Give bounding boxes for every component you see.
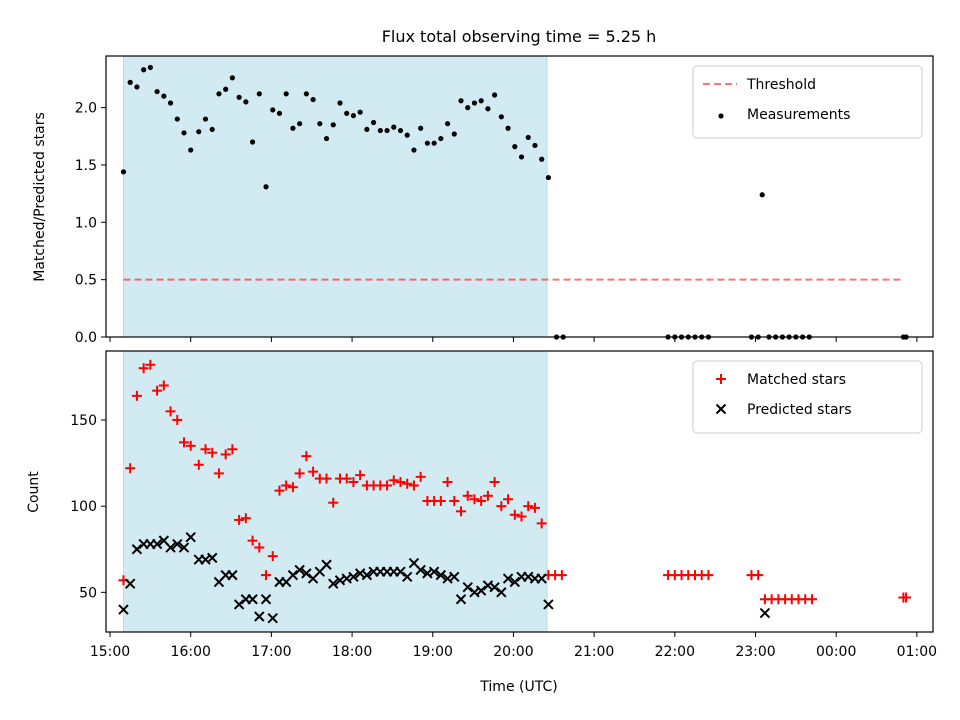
measurement-point — [371, 120, 376, 125]
measurement-point — [465, 105, 470, 110]
measurement-point — [532, 143, 537, 148]
xtick-label: 21:00 — [574, 644, 614, 660]
bottom-ylabel: Count — [26, 471, 42, 513]
measurement-point — [539, 157, 544, 162]
legend-label: Threshold — [746, 77, 816, 93]
measurement-point — [485, 106, 490, 111]
measurement-point — [546, 175, 551, 180]
measurement-point — [188, 147, 193, 152]
measurement-point — [270, 107, 275, 112]
xtick-label: 15:00 — [90, 644, 130, 660]
measurement-point — [351, 113, 356, 118]
measurement-point — [304, 91, 309, 96]
measurement-point — [472, 100, 477, 105]
xtick-label: 16:00 — [171, 644, 211, 660]
measurement-point — [223, 87, 228, 92]
measurement-point — [432, 141, 437, 146]
measurement-point — [175, 116, 180, 121]
measurement-point — [499, 114, 504, 119]
measurement-point — [290, 126, 295, 131]
measurement-point — [411, 147, 416, 152]
xtick-label: 20:00 — [493, 644, 533, 660]
measurement-point — [203, 116, 208, 121]
bottom-ytick-label: 50 — [79, 585, 97, 601]
measurement-point — [425, 141, 430, 146]
top-ytick-label: 0.0 — [75, 330, 97, 346]
measurement-point — [337, 100, 342, 105]
measurement-point — [445, 121, 450, 126]
measurement-point — [405, 133, 410, 138]
measurement-point — [331, 122, 336, 127]
measurement-point — [250, 139, 255, 144]
figure: Flux total observing time = 5.25 h Match… — [0, 0, 960, 720]
measurement-point — [364, 127, 369, 132]
measurement-point — [141, 67, 146, 72]
measurement-point — [384, 128, 389, 133]
xtick-label: 18:00 — [332, 644, 372, 660]
measurement-point — [148, 65, 153, 70]
measurement-point — [418, 126, 423, 131]
bottom-ytick-label: 100 — [70, 499, 97, 515]
measurement-point — [458, 98, 463, 103]
chart-title: Flux total observing time = 5.25 h — [382, 27, 657, 46]
measurement-point — [230, 75, 235, 80]
measurement-point — [284, 91, 289, 96]
bottom-ytick-label: 150 — [70, 413, 97, 429]
measurement-point — [310, 97, 315, 102]
measurement-point — [257, 91, 262, 96]
x-axis-label: Time (UTC) — [479, 679, 557, 695]
measurement-point — [168, 100, 173, 105]
measurement-point — [452, 131, 457, 136]
measurement-point — [512, 144, 517, 149]
top-ytick-label: 0.5 — [75, 273, 97, 289]
measurement-point — [378, 128, 383, 133]
measurement-point — [128, 80, 133, 85]
measurement-point — [324, 136, 329, 141]
xtick-label: 19:00 — [413, 644, 453, 660]
measurement-point — [519, 154, 524, 159]
xtick-label: 22:00 — [655, 644, 695, 660]
measurement-point — [344, 111, 349, 116]
measurement-point — [216, 91, 221, 96]
top-ytick-label: 1.5 — [75, 158, 97, 174]
top-shaded-interval — [123, 56, 547, 337]
measurement-point — [391, 125, 396, 130]
measurement-point — [358, 110, 363, 115]
xtick-label: 00:00 — [816, 644, 856, 660]
measurement-point — [161, 94, 166, 99]
measurement-point — [760, 192, 765, 197]
measurement-point — [492, 92, 497, 97]
legend-label: Predicted stars — [747, 402, 852, 418]
measurement-point — [154, 89, 159, 94]
xtick-label: 23:00 — [735, 644, 775, 660]
measurement-point — [398, 128, 403, 133]
measurement-point — [526, 135, 531, 140]
measurement-point — [121, 169, 126, 174]
measurement-point — [243, 99, 248, 104]
top-legend: Threshold Measurements — [693, 66, 922, 138]
top-ytick-label: 1.0 — [75, 215, 97, 231]
measurement-point — [181, 130, 186, 135]
legend-label: Measurements — [747, 107, 850, 123]
legend-label: Matched stars — [747, 372, 846, 388]
xtick-label: 17:00 — [251, 644, 291, 660]
top-ylabel: Matched/Predicted stars — [32, 112, 48, 282]
xtick-label: 01:00 — [897, 644, 937, 660]
measurement-point — [263, 184, 268, 189]
measurement-point — [196, 129, 201, 134]
measurement-point — [210, 127, 215, 132]
measurement-point — [479, 98, 484, 103]
top-ytick-label: 2.0 — [75, 101, 97, 117]
measurement-point — [297, 121, 302, 126]
measurement-point — [134, 84, 139, 89]
measurement-point — [277, 111, 282, 116]
measurement-point — [317, 121, 322, 126]
bottom-legend: Matched stars Predicted stars — [693, 361, 922, 433]
legend-measurement-swatch — [718, 113, 723, 118]
measurement-point — [237, 95, 242, 100]
measurement-point — [438, 136, 443, 141]
measurement-point — [505, 126, 510, 131]
